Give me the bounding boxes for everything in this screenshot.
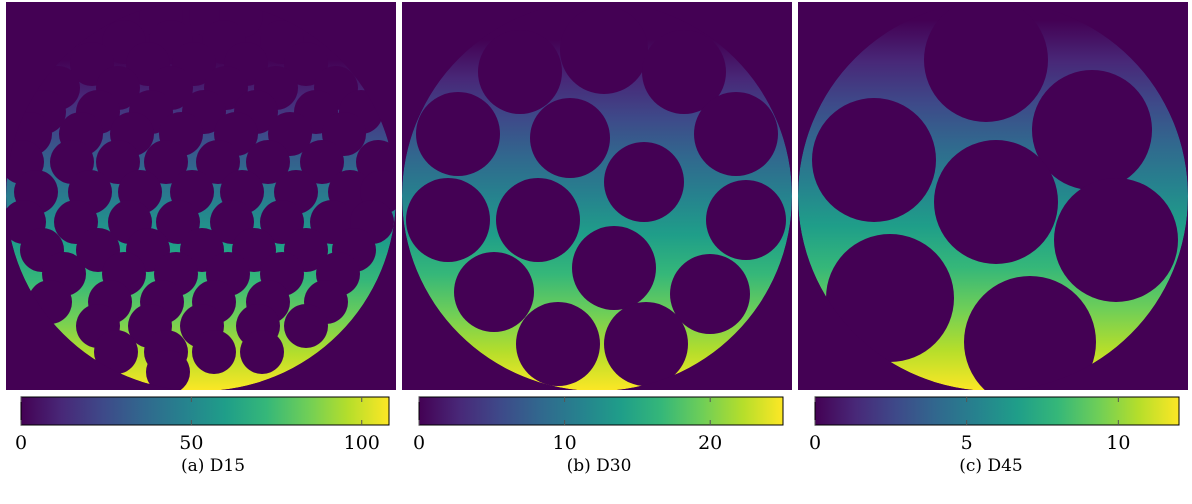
particle (670, 254, 750, 334)
particle (812, 98, 936, 222)
colorbar-tick-label: 10 (1106, 432, 1131, 454)
particle (604, 142, 684, 222)
particle (572, 226, 656, 310)
particle (196, 140, 240, 184)
particle (300, 140, 344, 184)
particle (1054, 178, 1178, 302)
particle (454, 252, 534, 332)
caption-d15: (a) D15 (180, 456, 246, 476)
domain-mask (798, 2, 1188, 390)
colorbar-gradient-d15 (20, 396, 390, 426)
particle (934, 140, 1058, 264)
caption-d30: (b) D30 (566, 456, 632, 476)
particle (924, 2, 1048, 122)
colorbar-gradient-d45 (814, 396, 1180, 426)
particle (604, 302, 688, 386)
particle (146, 350, 190, 390)
particle (406, 178, 490, 262)
colorbar-fill (20, 396, 390, 426)
particle (94, 330, 138, 374)
particle (246, 140, 290, 184)
colorbar-d15: 0 50 100 (15, 396, 390, 456)
particle (1032, 70, 1152, 190)
particle (530, 98, 610, 178)
particle (496, 178, 580, 262)
particle (284, 304, 328, 348)
colorbar-tick-label: 0 (14, 432, 28, 454)
colorbar-tick-label: 0 (412, 432, 426, 454)
particle (416, 92, 500, 176)
particle (192, 330, 236, 374)
domain-mask (6, 2, 396, 390)
particle (478, 30, 562, 114)
caption-d45: (c) D45 (959, 456, 1023, 476)
particle (560, 6, 648, 94)
field-map-d45 (798, 2, 1188, 390)
domain-mask (402, 2, 792, 390)
particle (284, 42, 328, 86)
particle (694, 92, 778, 176)
colorbar-tick-label: 20 (698, 432, 723, 454)
particle (144, 140, 188, 184)
colorbar-d45: 0 5 10 (809, 396, 1180, 456)
particle (516, 302, 600, 386)
colorbar-gradient-d30 (418, 396, 784, 426)
field-map-d30 (402, 2, 792, 390)
colorbar-tick-label: 50 (179, 432, 204, 454)
colorbar-tick-label: 100 (343, 432, 380, 454)
colorbar-tick-label: 10 (552, 432, 577, 454)
colorbar-tick-label: 0 (808, 432, 822, 454)
particle (826, 234, 954, 362)
field-map-d15 (6, 2, 396, 390)
colorbar-d30: 0 10 20 (413, 396, 784, 456)
particle (240, 330, 284, 374)
colorbar-tick-label: 5 (960, 432, 973, 454)
colorbar-fill (418, 396, 784, 426)
particle (642, 30, 726, 114)
particle (964, 276, 1096, 390)
particle (706, 180, 786, 260)
colorbar-fill (814, 396, 1180, 426)
